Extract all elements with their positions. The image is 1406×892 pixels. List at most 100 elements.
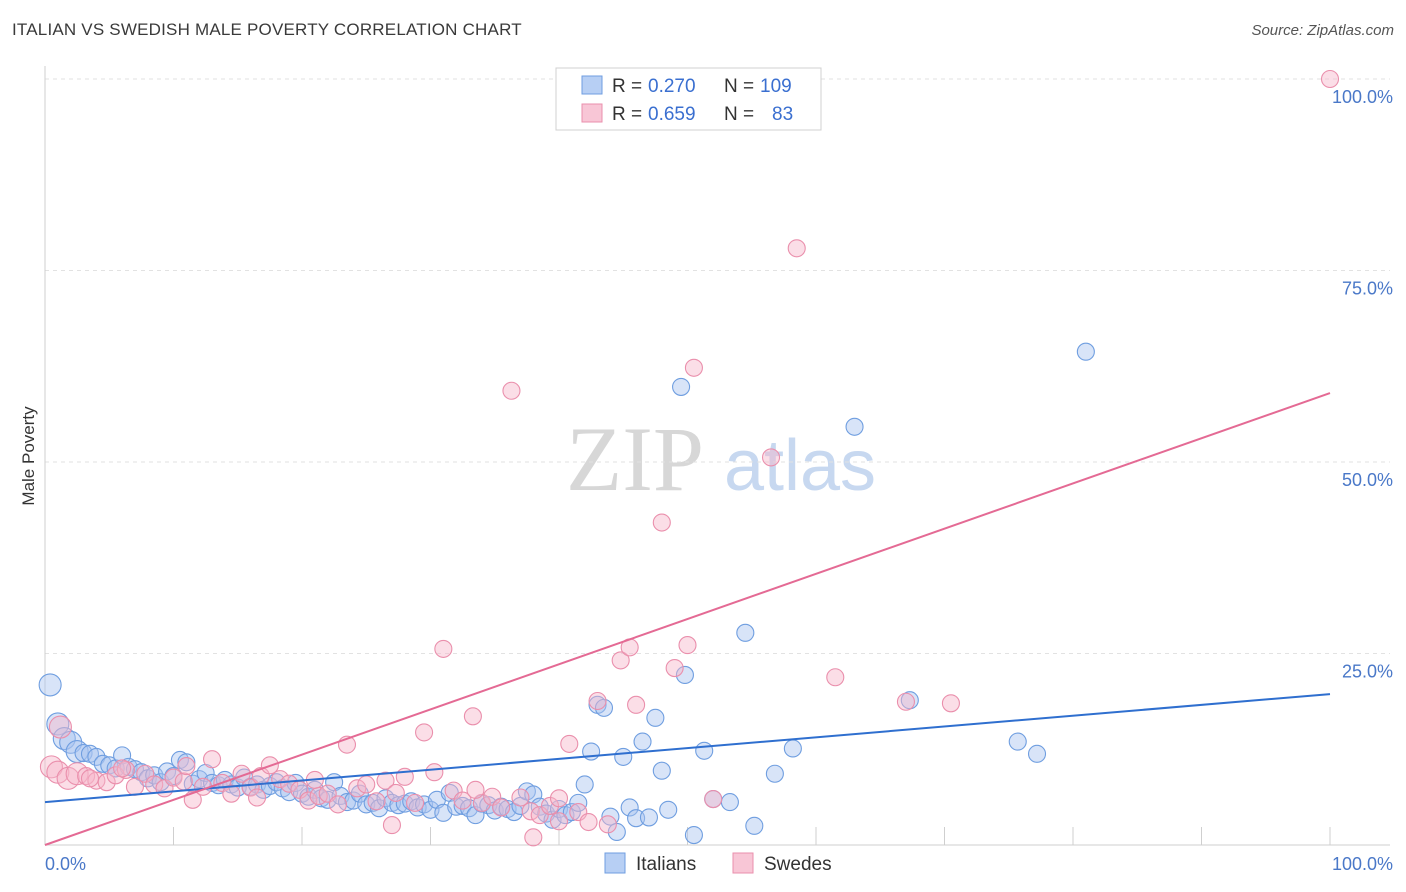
swedes-point-32 [348, 779, 367, 798]
swedes-point-64 [678, 636, 697, 655]
swedes-point-57 [588, 691, 607, 711]
swedes-point-34 [367, 792, 386, 811]
correlation-legend: R = 0.270 N = 109 R = 0.659 N = 83 [555, 67, 822, 131]
legend-swatch-swedes [581, 103, 603, 123]
italians-point-109 [1008, 732, 1027, 751]
trend-lines [44, 392, 1331, 846]
italians-point-106 [783, 739, 802, 758]
swedes-point-81 [524, 828, 543, 847]
italians-point-98 [675, 665, 694, 684]
italians-trend-line [44, 693, 1331, 804]
swedes-point-75 [113, 759, 132, 778]
legend-r-value-swedes: 0.659 [648, 104, 696, 125]
italians-point-90 [620, 798, 639, 817]
swedes-point-69 [826, 668, 845, 687]
swedes-point-68 [787, 239, 806, 258]
bottom-legend-italians: Italians [636, 854, 696, 875]
italians-point-97 [672, 377, 691, 396]
italians-point-105 [765, 764, 784, 783]
y-tick-labels: 25.0% 50.0% 75.0% 100.0% [1332, 87, 1393, 682]
legend-r-label-swedes: R = [612, 104, 642, 125]
x-tick-labels: 0.0% 100.0% [45, 854, 1393, 874]
swedes-point-7 [106, 766, 125, 785]
swedes-point-17 [203, 750, 222, 769]
swedes-point-38 [406, 793, 425, 812]
swedes-point-70 [896, 692, 916, 711]
italians-point-11 [113, 746, 132, 765]
axes [44, 66, 1390, 846]
swedes-point-6 [97, 773, 116, 792]
swedes-trend-line [44, 392, 1331, 846]
italians-point-81 [562, 803, 581, 822]
legend-r-label-italians: R = [612, 76, 642, 97]
swedes-point-72 [1320, 69, 1340, 89]
y-tick-label-1: 50.0% [1342, 470, 1393, 490]
swedes-point-42 [444, 781, 463, 800]
legend-n-label-italians: N = [724, 76, 754, 97]
swedes-point-47 [492, 798, 511, 817]
x-tick-label-0: 0.0% [45, 854, 86, 874]
italians-point-21 [177, 753, 196, 772]
swedes-point-35 [376, 771, 395, 790]
swedes-point-54 [560, 734, 579, 753]
swedes-point-50 [521, 802, 540, 821]
swedes-point-58 [598, 815, 617, 834]
italians-point-96 [659, 800, 678, 819]
italians-point-107 [845, 417, 864, 436]
italians-point-99 [684, 825, 703, 845]
source-credit: Source: ZipAtlas.com [1251, 22, 1394, 39]
swedes-point-63 [665, 659, 684, 678]
y-tick-label-2: 75.0% [1342, 279, 1393, 299]
legend-r-value-italians: 0.270 [648, 76, 696, 97]
legend-swatch-italians [581, 75, 603, 95]
italians-point-92 [633, 732, 652, 751]
swedes-point-80 [466, 780, 485, 799]
swedes-point-39 [415, 723, 434, 742]
swedes-point-79 [382, 816, 402, 835]
swedes-point-77 [247, 788, 267, 807]
swedes-point-25 [280, 774, 299, 793]
swedes-point-73 [48, 715, 72, 739]
italians-point-82 [569, 793, 588, 812]
swedes-point-61 [627, 695, 646, 714]
italians-point-93 [639, 808, 659, 827]
italians-point-111 [1076, 342, 1095, 361]
italians-point-102 [720, 793, 739, 812]
swedes-point-74 [80, 769, 100, 788]
legend-n-value-italians: 109 [760, 76, 792, 97]
italians-point-91 [627, 809, 646, 828]
swedes-point-59 [611, 651, 630, 670]
watermark-atlas: atlas [724, 426, 876, 506]
italians-point-0 [38, 673, 62, 697]
italians-point-100 [695, 741, 714, 760]
italians-point-1 [46, 712, 70, 736]
swedes-point-82 [549, 812, 569, 831]
swedes-point-48 [502, 381, 521, 400]
italians-point-103 [736, 623, 755, 642]
legend-n-value-swedes: 83 [772, 104, 793, 125]
y-tick-label-0: 25.0% [1342, 662, 1393, 682]
italians-point-7 [87, 747, 106, 766]
italians-point-94 [646, 708, 665, 727]
swedes-point-36 [386, 783, 405, 802]
italians-point-104 [745, 816, 764, 835]
swedes-point-71 [941, 694, 960, 713]
italians-point-89 [614, 747, 633, 766]
swedes-point-27 [299, 791, 318, 810]
swedes-point-13 [164, 768, 183, 787]
italians-point-110 [1027, 744, 1047, 763]
swedes-point-67 [761, 448, 781, 467]
legend-n-label-swedes: N = [724, 104, 754, 125]
swedes-point-65 [684, 358, 703, 377]
italians-point-86 [594, 698, 614, 717]
bottom-legend-swatch-swedes [732, 852, 754, 874]
swedes-point-14 [174, 772, 193, 791]
bottom-legend-swedes: Swedes [764, 854, 832, 875]
series-legend: Italians Swedes [604, 852, 832, 875]
swedes-point-30 [328, 795, 348, 814]
swedes-point-76 [177, 757, 196, 776]
swedes-points [39, 69, 1340, 847]
watermark-zip: ZIP [566, 408, 704, 510]
y-tick-label-3: 100.0% [1332, 87, 1393, 107]
